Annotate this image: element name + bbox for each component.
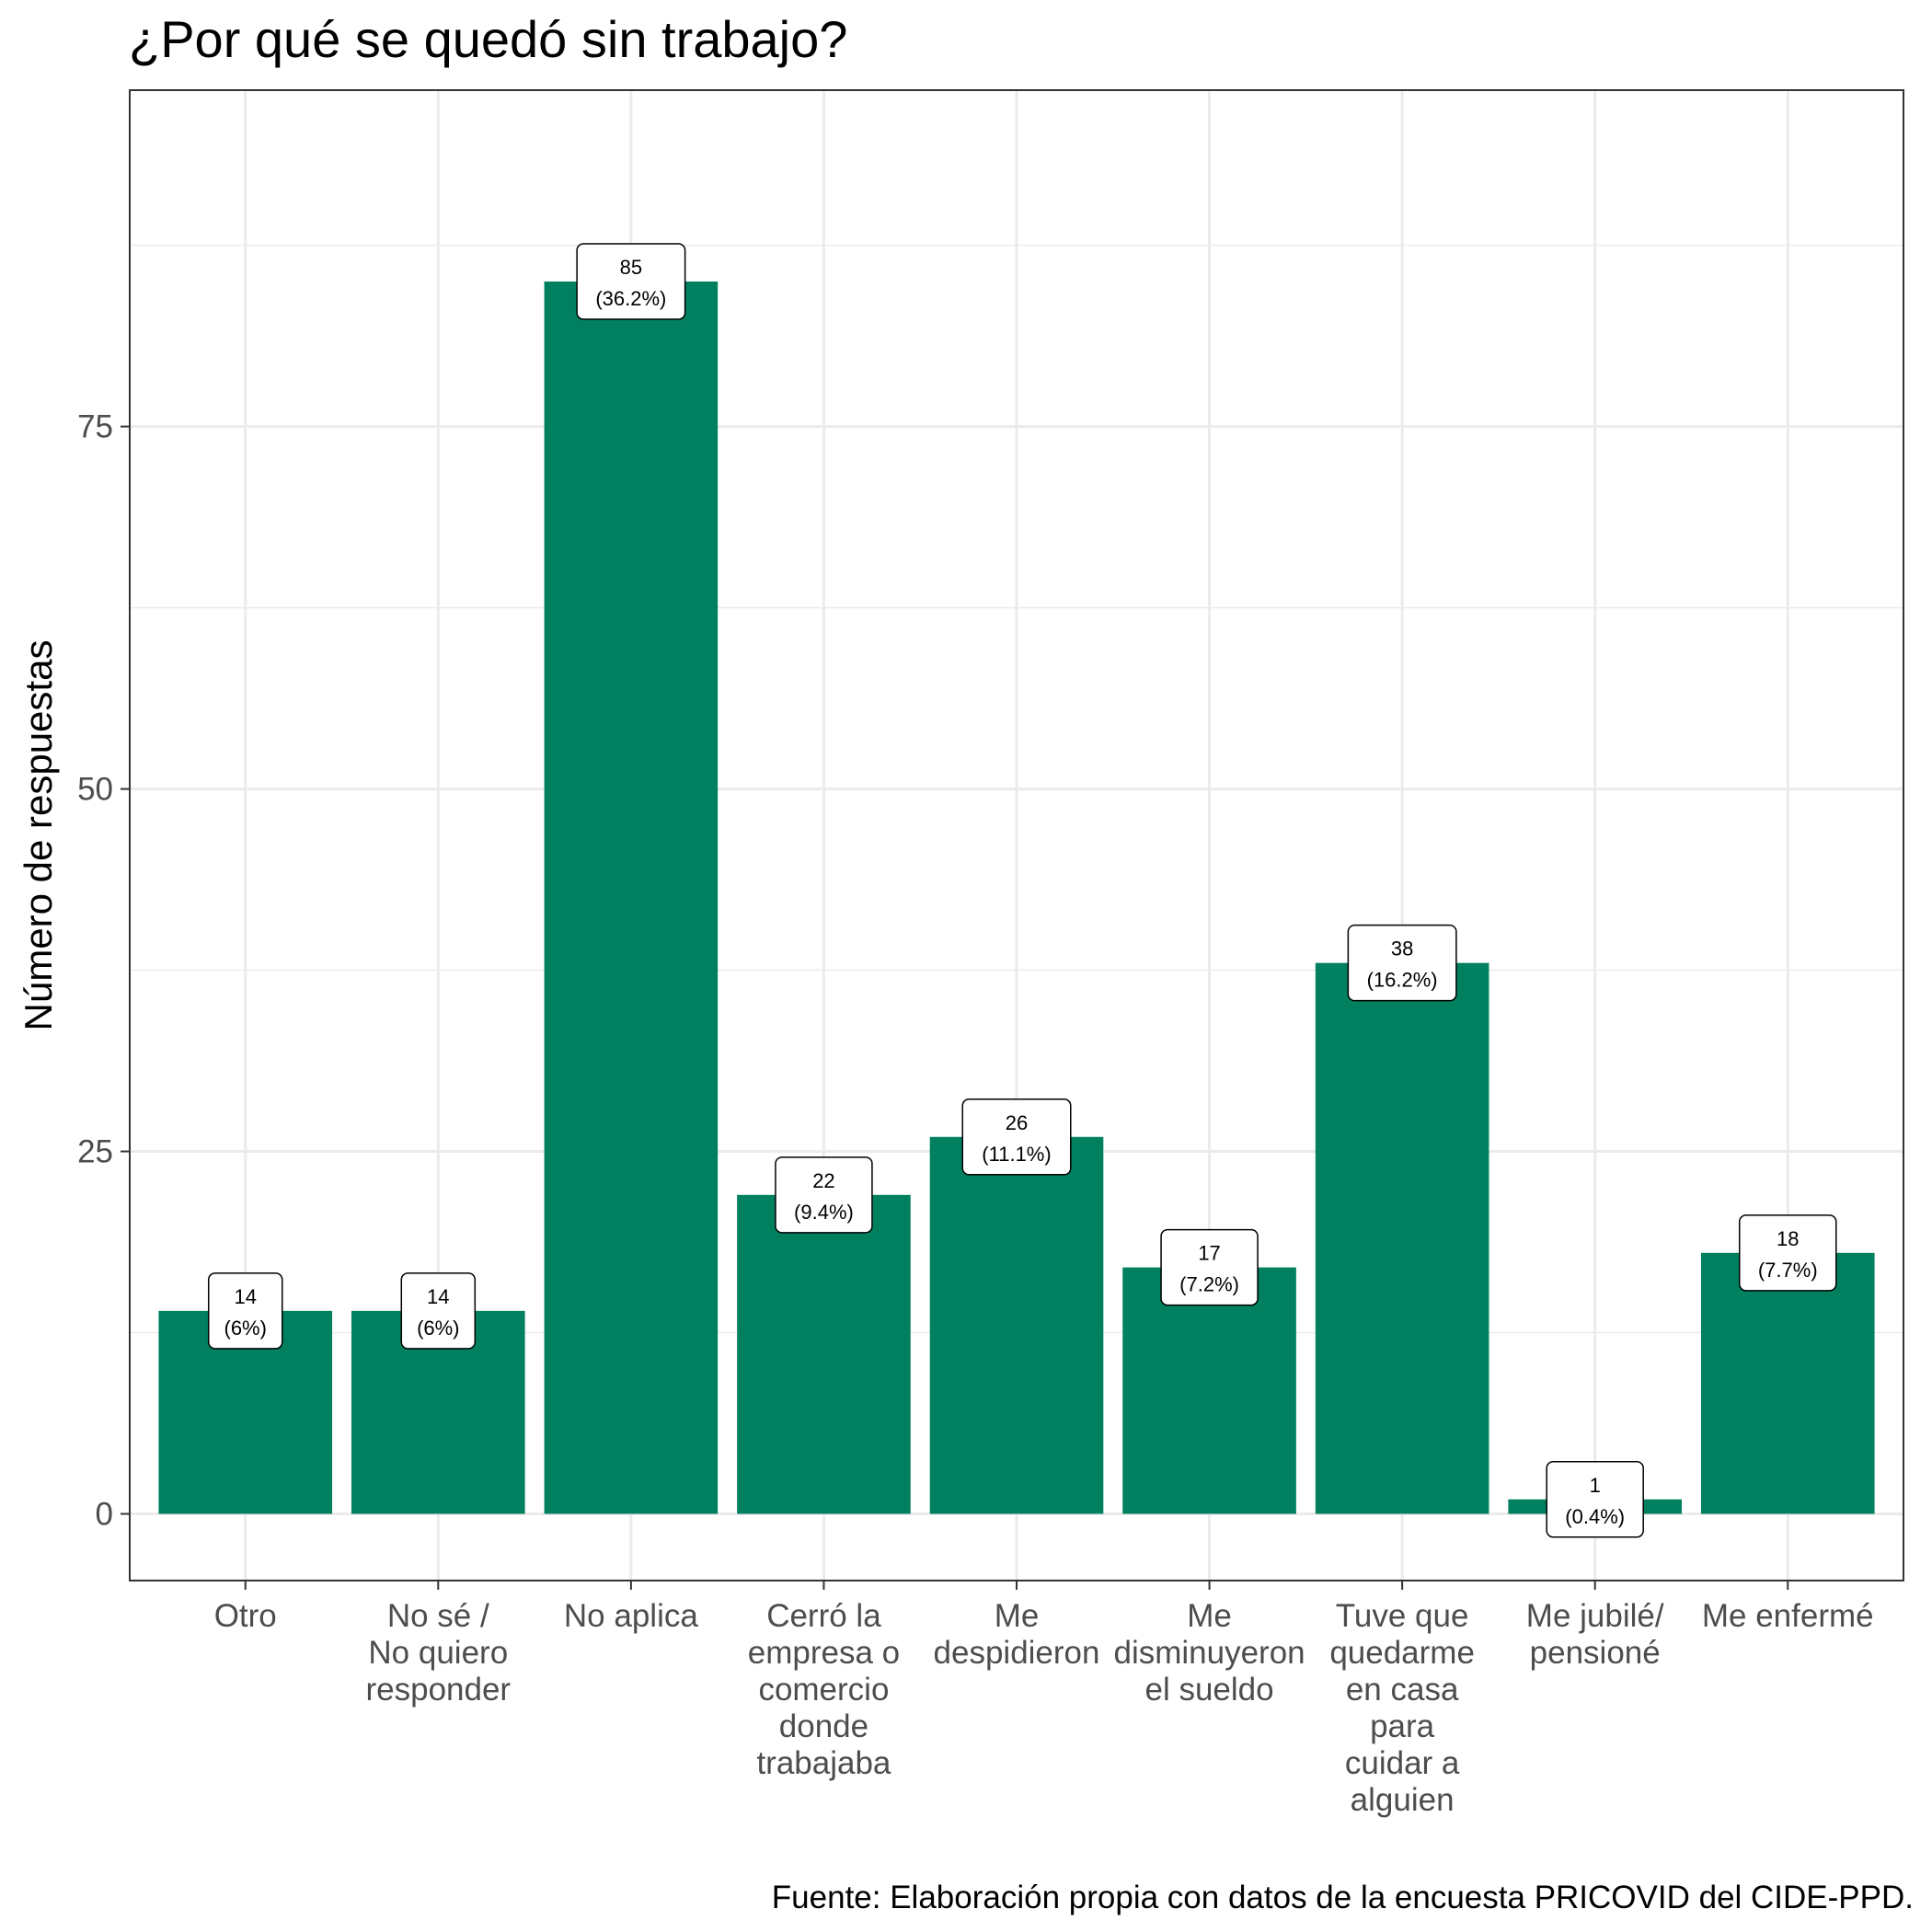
data-label-count: 1 (1590, 1474, 1601, 1497)
data-label-count: 85 (620, 256, 642, 279)
data-label-percent: (6%) (417, 1317, 459, 1340)
data-label-box (400, 1272, 477, 1350)
data-label-box (775, 1156, 873, 1234)
bar (929, 1136, 1104, 1514)
data-label-percent: (7.2%) (1179, 1273, 1239, 1296)
y-tick-label: 0 (96, 1497, 113, 1533)
y-tick-label: 25 (77, 1134, 113, 1170)
data-labels: 14 (6%) 14 (6%) 85 (36.2%) 22 (9.4%) 26 (11.1%) 17… (207, 243, 1837, 1538)
data-label-count: 14 (234, 1285, 256, 1308)
data-label-percent: (9.4%) (794, 1201, 854, 1224)
bar (1122, 1267, 1296, 1514)
data-label-percent: (11.1%) (982, 1143, 1051, 1166)
x-tick-label: No aplica (564, 1598, 698, 1634)
x-tick-label: Me despidieron (934, 1598, 1100, 1671)
x-tick-label: Me jubilé/pensioné (1526, 1598, 1664, 1671)
x-tick-label: Cerró la empresa o comercio donde trabajaba (748, 1598, 900, 1781)
x-axis: Otro No sé / No quiero responder No aplica Ce… (214, 1581, 1874, 1818)
data-label-count: 14 (427, 1285, 449, 1308)
data-label-box (576, 243, 686, 320)
x-tick-label: Me enfermé (1702, 1598, 1874, 1634)
bars (158, 282, 1875, 1514)
data-label-percent: (16.2%) (1367, 969, 1438, 992)
chart-caption: Fuente: Elaboración propia con datos de … (772, 1880, 1914, 1915)
data-label-count: 38 (1391, 937, 1413, 960)
data-label-box (1160, 1228, 1259, 1306)
data-label-percent: (0.4%) (1565, 1505, 1625, 1528)
y-tick-label: 50 (77, 772, 113, 808)
data-label-percent: (36.2%) (595, 287, 666, 310)
y-tick-label: 75 (77, 409, 113, 445)
data-label-count: 22 (812, 1169, 834, 1192)
data-label-count: 18 (1777, 1227, 1799, 1250)
bar (1315, 962, 1489, 1514)
x-tick-label: No sé / No quiero responder (365, 1598, 511, 1708)
bar (544, 282, 719, 1514)
x-tick-label: Otro (214, 1598, 277, 1634)
data-label-box (1546, 1461, 1644, 1538)
data-label-percent: (7.7%) (1758, 1259, 1818, 1282)
data-label-count: 26 (1006, 1111, 1028, 1134)
chart-title: ¿Por qué se quedó sin trabajo? (129, 10, 847, 68)
bar (1700, 1252, 1875, 1514)
x-tick-label: Me disminuyeron el sueldo (1113, 1598, 1305, 1708)
data-label-box (961, 1098, 1072, 1176)
data-label-box (1347, 924, 1457, 1002)
data-label-count: 17 (1198, 1242, 1220, 1265)
data-label-box (207, 1272, 283, 1350)
bar (737, 1194, 911, 1514)
data-label-box (1739, 1214, 1837, 1292)
y-axis: 0 25 50 75 (77, 409, 130, 1533)
y-axis-title: Número de respuestas (17, 640, 60, 1031)
data-label-percent: (6%) (224, 1317, 267, 1340)
x-tick-label: Tuve que quedarme en casa para cuidar a algui… (1329, 1598, 1475, 1818)
